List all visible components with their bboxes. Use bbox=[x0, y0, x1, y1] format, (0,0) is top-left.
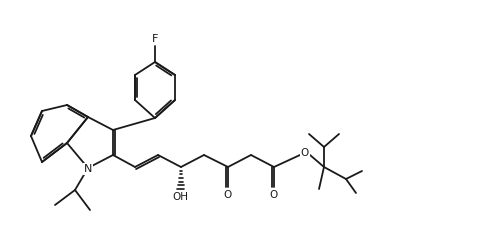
Text: N: N bbox=[84, 164, 92, 174]
Text: OH: OH bbox=[172, 192, 188, 202]
Text: F: F bbox=[152, 34, 158, 44]
Text: O: O bbox=[270, 190, 278, 200]
Text: O: O bbox=[224, 190, 232, 200]
Text: O: O bbox=[301, 148, 309, 158]
